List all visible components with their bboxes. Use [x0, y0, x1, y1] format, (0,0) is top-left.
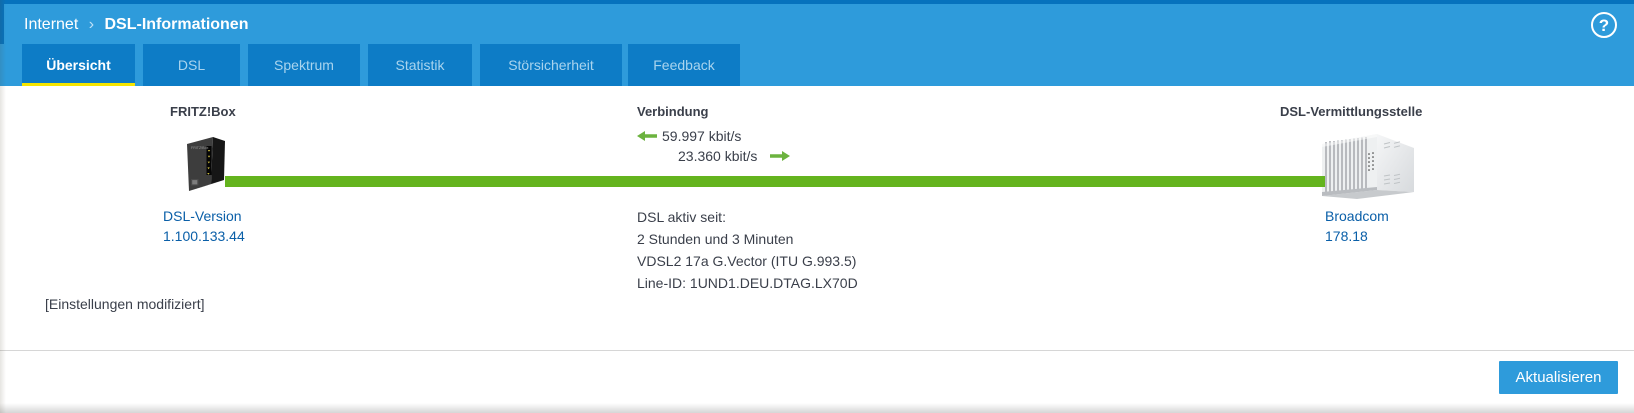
svg-text:FRITZ!Box: FRITZ!Box: [191, 146, 209, 150]
